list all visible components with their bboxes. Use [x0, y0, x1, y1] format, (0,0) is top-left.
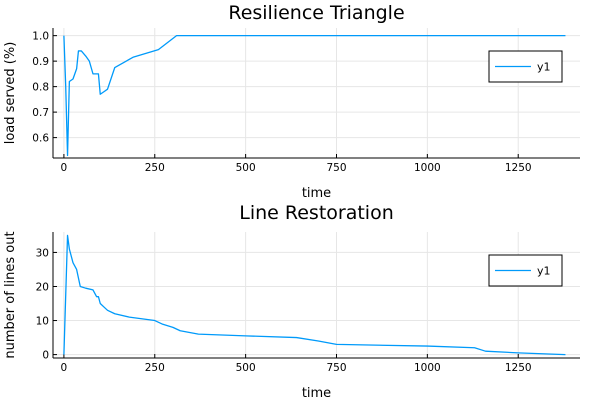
chart-title: Resilience Triangle: [228, 2, 404, 24]
x-tick-label: 250: [145, 162, 165, 174]
chart-title: Line Restoration: [239, 202, 394, 224]
y-tick-label: 0.6: [32, 133, 49, 145]
x-axis-label: time: [302, 186, 331, 201]
x-tick-label: 500: [236, 362, 256, 374]
chart-panel-1: 0 250 500 750 1000 1250 0.6 0.7 0.8 0.9 1.0 Resilie…: [3, 2, 580, 201]
y-tick-label: 1.0: [32, 31, 49, 43]
y-tick-label: 0.7: [32, 107, 49, 119]
series-line-y1: [63, 234, 566, 356]
x-tick-label: 500: [236, 162, 256, 174]
x-tick-label: 750: [326, 362, 346, 374]
x-tick-label: 0: [61, 162, 68, 174]
y-tick-label: 0.8: [32, 82, 49, 94]
y-tick-label: 30: [36, 247, 49, 259]
x-tick-label: 1000: [414, 362, 441, 374]
legend-label: y1: [537, 61, 551, 74]
x-tick-label: 1000: [414, 162, 441, 174]
series-line-y1: [63, 35, 566, 157]
x-tick-label: 0: [61, 362, 68, 374]
chart-panel-2: 0 250 500 750 1000 1250 0 10 20 30 Line Restoratio…: [3, 202, 580, 400]
x-tick-label: 750: [326, 162, 346, 174]
y-axis-label: load served (%): [3, 42, 18, 145]
y-tick-label: 0.9: [32, 56, 49, 68]
x-tick-label: 1250: [505, 162, 532, 174]
y-tick-label: 20: [36, 281, 49, 293]
x-axis-label: time: [302, 386, 331, 400]
legend-label: y1: [537, 265, 551, 278]
x-tick-label: 1250: [505, 362, 532, 374]
y-tick-label: 0: [42, 350, 49, 362]
x-tick-label: 250: [145, 362, 165, 374]
y-axis-label: number of lines out: [3, 231, 18, 358]
y-tick-label: 10: [36, 316, 49, 328]
